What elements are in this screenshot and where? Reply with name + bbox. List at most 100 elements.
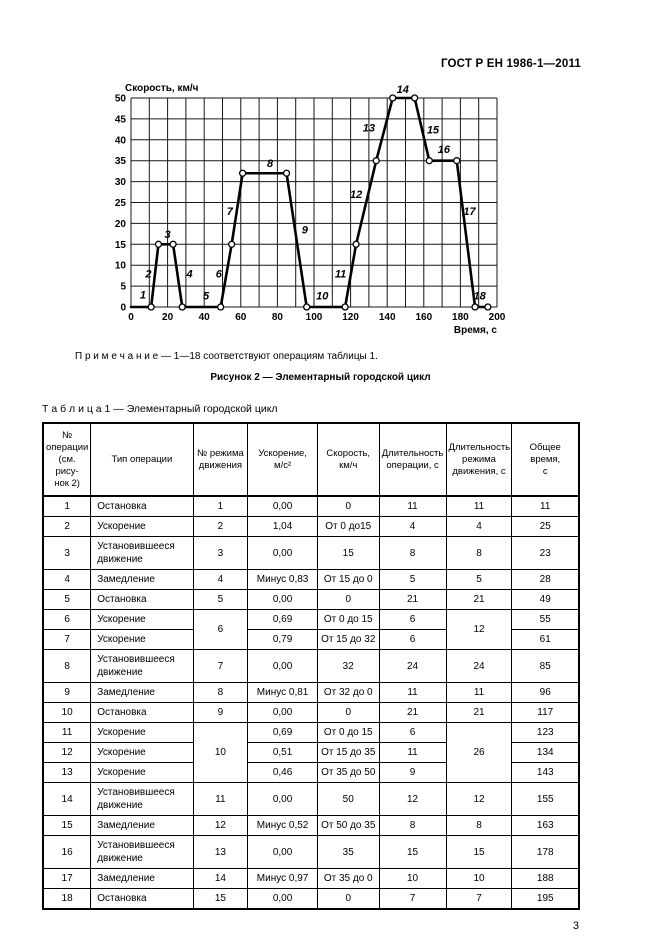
table-cell: Ускорение xyxy=(90,742,194,764)
x-axis-tick-label: 120 xyxy=(342,312,359,323)
table-cell: Остановка xyxy=(90,495,194,518)
table-cell: 15 xyxy=(192,888,249,910)
table-cell: 0 xyxy=(316,589,380,611)
table-row: 15 Замедление 12 Минус 0,52 От 50 до 35 8 8 163 xyxy=(42,815,580,837)
table-cell: 8 xyxy=(378,815,447,837)
table-cell: 0 xyxy=(316,702,380,724)
table-cell: 12 xyxy=(445,782,513,817)
x-axis-tick-label: 160 xyxy=(415,312,432,323)
table-cell: 0,00 xyxy=(247,782,318,817)
table-cell: От 35 до 50 xyxy=(316,762,380,784)
chart-operation-label: 16 xyxy=(438,144,451,156)
table-cell: 10 xyxy=(192,722,249,784)
table-cell: Замедление xyxy=(90,682,194,704)
table-cell: 35 xyxy=(316,835,380,870)
chart-operation-label: 6 xyxy=(216,269,223,281)
table-cell: 9 xyxy=(378,762,447,784)
table-row: 6 Ускорение 6 0,69 От 0 до 15 6 12 55 xyxy=(42,609,580,651)
table-cell: Установившееся движение xyxy=(90,782,194,817)
y-axis-tick-label: 10 xyxy=(115,261,127,272)
y-axis-tick-label: 20 xyxy=(115,219,127,230)
table-cell: 9 xyxy=(192,702,249,724)
table-header-cell: Длительность операции, с xyxy=(378,422,447,498)
table-row: 18 Остановка 15 0,00 0 7 7 195 xyxy=(42,888,580,910)
chart-operation-label: 13 xyxy=(363,122,375,134)
table-row: 9 Замедление 8 Минус 0,81 От 32 до 0 11 11 96 xyxy=(42,682,580,704)
table-cell: Минус 0,83 xyxy=(247,569,318,591)
x-axis-tick-label: 40 xyxy=(199,312,211,323)
y-axis-tick-label: 35 xyxy=(115,156,127,167)
table-row: 13 Ускорение 0,46 От 35 до 50 9 143 xyxy=(42,762,580,784)
table-cell: 155 xyxy=(511,782,580,817)
table-cell: 10 xyxy=(378,868,447,890)
table-cell: Ускорение xyxy=(90,762,194,784)
table-cell: От 15 до 32 xyxy=(316,629,380,651)
table-cell: 21 xyxy=(378,702,447,724)
table-row: 17 Замедление 14 Минус 0,97 От 35 до 0 10 10 18… xyxy=(42,868,580,890)
table-cell: От 50 до 35 xyxy=(316,815,380,837)
table-cell: Установившееся движение xyxy=(90,536,194,571)
chart-operation-label: 17 xyxy=(463,206,476,218)
table-cell: 12 xyxy=(192,815,249,837)
table-cell: 17 xyxy=(42,868,92,890)
chart-point-marker xyxy=(484,303,492,311)
table-cell: 25 xyxy=(511,516,580,538)
table-cell: 10 xyxy=(445,868,513,890)
table-cell: 49 xyxy=(511,589,580,611)
table-cell: 96 xyxy=(511,682,580,704)
table-cell: 1,04 xyxy=(247,516,318,538)
table-cell: Остановка xyxy=(90,888,194,910)
table-cell: Установившееся движение xyxy=(90,649,194,684)
table-cell: 4 xyxy=(445,516,513,538)
y-axis-tick-label: 50 xyxy=(115,94,127,105)
table-cell: 12 xyxy=(42,742,92,764)
table-cell: 5 xyxy=(378,569,447,591)
table-cell: 4 xyxy=(42,569,92,591)
table-cell: От 15 до 0 xyxy=(316,569,380,591)
table-cell: 0,00 xyxy=(247,495,318,518)
table-header-cell: Ускорение, м/с² xyxy=(247,422,318,498)
table-row: 5 Остановка 5 0,00 0 21 21 49 xyxy=(42,589,580,611)
table-cell: 0,69 xyxy=(247,609,318,631)
chart-point-marker xyxy=(453,157,461,165)
table-cell: 2 xyxy=(42,516,92,538)
y-axis-tick-label: 30 xyxy=(115,177,127,188)
table-cell: 6 xyxy=(192,609,249,651)
x-axis-title: Время, с xyxy=(454,325,498,336)
table-cell: 0,00 xyxy=(247,649,318,684)
table-row: 11 Ускорение 10 0,69 От 0 до 15 6 26 123 xyxy=(42,722,580,784)
table-cell: Установившееся движение xyxy=(90,835,194,870)
table-cell: Ускорение xyxy=(90,516,194,538)
table-cell: 15 xyxy=(445,835,513,870)
chart-point-marker xyxy=(154,240,163,248)
table-cell: 5 xyxy=(445,569,513,591)
table-cell: 55 xyxy=(511,609,580,631)
table-cell: 7 xyxy=(192,649,249,684)
table-cell: 11 xyxy=(378,742,447,764)
table-cell: 0,00 xyxy=(247,536,318,571)
table-cell: 178 xyxy=(511,835,580,870)
table-cell: 0,00 xyxy=(247,589,318,611)
table-cell: 15 xyxy=(42,815,92,837)
table-cell: 85 xyxy=(511,649,580,684)
table-row: 12 Ускорение 0,51 От 15 до 35 11 134 xyxy=(42,742,580,764)
table-row: 8 Установившееся движение 7 0,00 32 24 24 85 xyxy=(42,649,580,684)
x-axis-tick-label: 140 xyxy=(379,312,396,323)
table-cell: 0,00 xyxy=(247,835,318,870)
table-cell: От 32 до 0 xyxy=(316,682,380,704)
chart-point-marker xyxy=(389,94,397,102)
table-cell: 8 xyxy=(42,649,92,684)
table-header-cell: Тип операции xyxy=(90,422,194,498)
table-header: № операции (см. рису- нок 2) Тип операции… xyxy=(42,422,580,498)
note: П р и м е ч а н и е — 1—18 соответствуют… xyxy=(75,351,378,362)
table-cell: 195 xyxy=(511,888,580,910)
table-cell: 7 xyxy=(42,629,92,651)
table-header-cell: Длительность режима движения, с xyxy=(445,422,513,498)
table-cell: Ускорение xyxy=(90,722,194,744)
table-cell: Замедление xyxy=(90,815,194,837)
table-cell: 0,46 xyxy=(247,762,318,784)
table-body: 1 Остановка 1 0,00 0 11 11 11 2 Ускорение 2 1,04 От … xyxy=(42,495,580,910)
chart-point-marker xyxy=(227,240,236,248)
table-row: 2 Ускорение 2 1,04 От 0 до15 4 4 25 xyxy=(42,516,580,538)
table-cell: От 15 до 35 xyxy=(316,742,380,764)
